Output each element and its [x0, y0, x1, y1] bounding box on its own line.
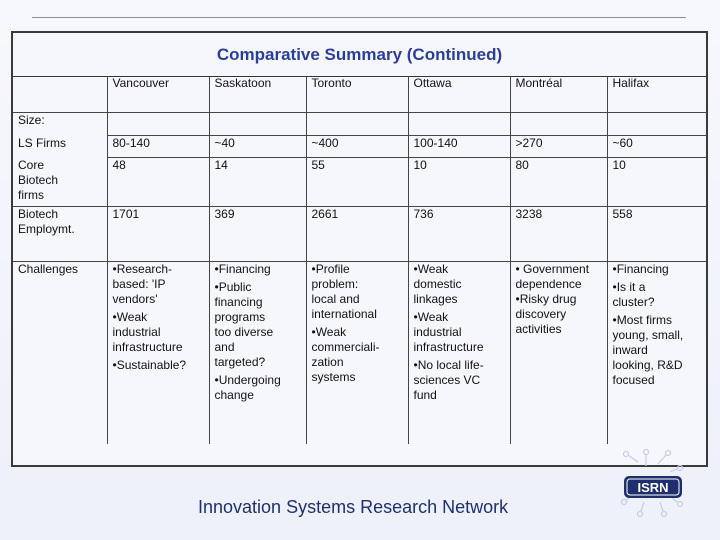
header-row: Vancouver Saskatoon Toronto Ottawa Montr…: [13, 76, 706, 113]
svg-text:ISRN: ISRN: [637, 480, 668, 495]
table-cell: 3238: [509, 206, 608, 262]
col-header-ottawa: Ottawa: [407, 76, 511, 113]
table-cell: 10: [407, 157, 511, 207]
col-header-halifax: Halifax: [606, 76, 706, 113]
table-cell: 1701: [106, 206, 210, 262]
table-cell: 736: [407, 206, 511, 262]
footer-text: Innovation Systems Research Network: [198, 497, 509, 517]
table-cell: 2661: [305, 206, 409, 262]
core-biotech-row: Core Biotech firms 48 14 55 10 80 10: [13, 157, 706, 207]
row-label: Core Biotech firms: [13, 157, 108, 207]
biotech-employment-row: Biotech Employmt. 1701 369 2661 736 3238…: [13, 206, 706, 262]
title-row: Comparative Summary (Continued): [13, 33, 706, 77]
top-rule: [32, 17, 686, 18]
slide-title: Comparative Summary (Continued): [216, 44, 503, 64]
ls-firms-row: LS Firms 80-140 ~40 ~400 100-140 >270 ~6…: [13, 135, 706, 158]
challenges-ottawa: •Weak domestic linkages •Weak industrial…: [407, 261, 511, 444]
table-cell: 369: [208, 206, 307, 262]
comparison-table: Vancouver Saskatoon Toronto Ottawa Montr…: [13, 76, 706, 444]
table-cell: >270: [509, 135, 608, 158]
table-cell: ~40: [208, 135, 307, 158]
row-label: LS Firms: [13, 135, 108, 158]
challenges-montreal: • Government dependence •Risky drug disc…: [509, 261, 608, 444]
challenges-toronto: •Profile problem: local and internationa…: [305, 261, 409, 444]
challenges-vancouver: •Research- based: 'IP vendors' •Weak ind…: [106, 261, 210, 444]
table-cell: ~400: [305, 135, 409, 158]
challenges-halifax: •Financing •Is it a cluster? •Most firms…: [606, 261, 706, 444]
isrn-logo: ISRN: [620, 448, 684, 518]
table-cell: 558: [606, 206, 706, 262]
size-label: Size:: [13, 112, 108, 136]
col-header-vancouver: Vancouver: [106, 76, 210, 113]
col-header-montreal: Montréal: [509, 76, 608, 113]
table-cell: 14: [208, 157, 307, 207]
corner-cell: [13, 76, 108, 113]
table-cell: 80: [509, 157, 608, 207]
table-cell: 55: [305, 157, 409, 207]
col-header-toronto: Toronto: [305, 76, 409, 113]
challenges-saskatoon: •Financing •Public financing programs to…: [208, 261, 307, 444]
row-label: Challenges: [13, 261, 108, 444]
table-cell: 80-140: [106, 135, 210, 158]
size-row: Size:: [13, 112, 706, 136]
table-cell: 10: [606, 157, 706, 207]
challenges-row: Challenges •Research- based: 'IP vendors…: [13, 261, 706, 444]
table-cell: 48: [106, 157, 210, 207]
row-label: Biotech Employmt.: [13, 206, 108, 262]
table-cell: 100-140: [407, 135, 511, 158]
col-header-saskatoon: Saskatoon: [208, 76, 307, 113]
table-cell: ~60: [606, 135, 706, 158]
summary-frame: Comparative Summary (Continued) Vancouve…: [11, 31, 708, 467]
